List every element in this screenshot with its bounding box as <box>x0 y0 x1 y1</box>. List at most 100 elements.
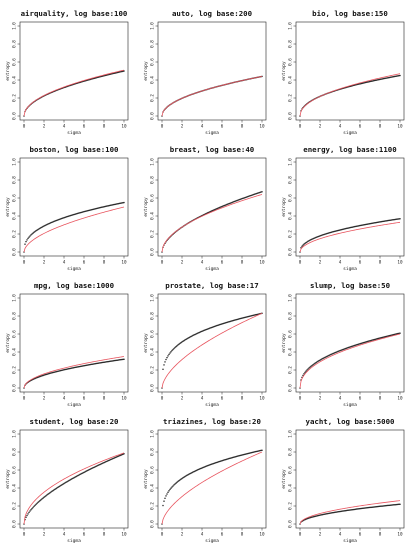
data-point <box>175 482 177 484</box>
y-tick-label: 1.0 <box>150 158 156 166</box>
x-tick-label: 10 <box>121 532 127 538</box>
y-axis-label: entropy <box>5 197 11 217</box>
data-point <box>176 481 178 483</box>
y-tick-label: 0.8 <box>150 448 156 456</box>
y-tick-label: 0.2 <box>288 94 294 102</box>
panel-title: student, log base:20 <box>30 417 119 426</box>
y-axis-label: entropy <box>143 469 149 489</box>
data-point <box>28 511 30 514</box>
x-tick-label: 10 <box>397 260 403 266</box>
data-point <box>31 507 33 510</box>
reference-curve <box>161 76 263 117</box>
x-tick-label: 4 <box>201 260 204 266</box>
y-tick-label: 1.0 <box>12 294 18 302</box>
x-tick-label: 0 <box>23 396 26 402</box>
reference-curve <box>161 451 263 525</box>
x-tick-label: 4 <box>63 396 66 402</box>
x-tick-label: 4 <box>339 260 342 266</box>
y-tick-label: 1.0 <box>288 158 294 166</box>
x-tick-label: 10 <box>121 260 127 266</box>
y-tick-label: 0.0 <box>288 384 294 392</box>
x-tick-label: 0 <box>161 396 164 402</box>
x-tick-label: 0 <box>161 124 164 130</box>
data-point <box>173 484 175 486</box>
y-tick-label: 0.8 <box>288 448 294 456</box>
y-tick-label: 0.8 <box>12 312 18 320</box>
y-tick-label: 0.4 <box>12 484 18 492</box>
y-axis-label: entropy <box>281 61 287 81</box>
x-tick-label: 8 <box>241 396 244 402</box>
y-tick-label: 0.6 <box>12 58 18 66</box>
x-tick-label: 6 <box>359 260 362 266</box>
data-point <box>310 365 312 368</box>
panel-3: boston, log base:100 0 2 4 6 8 10 0.0 0.2 0.4 0.6 0… <box>5 145 129 272</box>
panel-title: triazines, log base:20 <box>163 417 261 426</box>
x-tick-label: 2 <box>319 532 322 538</box>
data-point <box>29 510 31 512</box>
y-tick-label: 1.0 <box>12 22 18 30</box>
x-tick-label: 10 <box>259 260 265 266</box>
x-tick-label: 10 <box>397 532 403 538</box>
y-tick-label: 0.4 <box>150 212 156 220</box>
reference-curve <box>23 206 125 253</box>
y-tick-label: 0.4 <box>288 212 294 220</box>
data-point <box>162 368 164 370</box>
x-tick-label: 8 <box>103 124 106 130</box>
x-tick-label: 2 <box>181 260 184 266</box>
x-tick-label: 6 <box>359 532 362 538</box>
y-tick-label: 0.4 <box>12 348 18 356</box>
y-tick-label: 0.0 <box>12 520 18 528</box>
data-point <box>38 500 40 503</box>
data-point <box>171 486 173 488</box>
x-axis-label: sigma <box>67 538 81 544</box>
panel-title: boston, log base:100 <box>30 145 119 154</box>
data-point <box>162 504 164 507</box>
data-point <box>31 233 33 235</box>
data-point <box>36 502 38 505</box>
x-axis-label: sigma <box>343 130 357 136</box>
x-tick-label: 6 <box>221 532 224 538</box>
plot-frame <box>295 157 405 257</box>
data-point <box>35 503 37 506</box>
x-tick-label: 4 <box>201 396 204 402</box>
data-point <box>174 346 176 349</box>
data-point <box>399 332 401 334</box>
x-tick-label: 0 <box>299 124 302 130</box>
x-tick-label: 6 <box>221 396 224 402</box>
y-tick-label: 0.2 <box>288 502 294 510</box>
y-tick-label: 0.2 <box>12 230 18 238</box>
data-point <box>32 506 34 509</box>
y-tick-label: 0.0 <box>12 248 18 256</box>
x-tick-label: 2 <box>319 260 322 266</box>
y-tick-label: 0.6 <box>150 194 156 202</box>
x-tick-label: 8 <box>379 124 382 130</box>
data-point <box>163 364 165 366</box>
y-axis-label: entropy <box>281 333 287 353</box>
x-tick-label: 0 <box>23 532 26 538</box>
data-point <box>399 74 401 77</box>
x-tick-label: 10 <box>121 124 127 130</box>
y-tick-label: 0.4 <box>150 348 156 356</box>
data-point <box>163 500 165 502</box>
y-tick-label: 0.0 <box>288 248 294 256</box>
panel-1: auto, log base:200 0 2 4 6 8 10 0.0 0.2 0.4 0.6 0.8… <box>143 9 267 136</box>
y-axis-label: entropy <box>143 61 149 81</box>
data-point <box>165 358 167 361</box>
x-tick-label: 6 <box>221 260 224 266</box>
x-tick-label: 8 <box>103 260 106 266</box>
y-axis-label: entropy <box>281 197 287 217</box>
data-point <box>25 240 27 243</box>
y-tick-label: 0.4 <box>150 484 156 492</box>
y-tick-label: 1.0 <box>288 294 294 302</box>
reference-curve <box>23 69 125 117</box>
panel-7: prostate, log base:17 0 2 4 6 8 10 0.0 0.2 0.4 0.6… <box>143 281 267 408</box>
x-tick-label: 2 <box>181 532 184 538</box>
y-tick-label: 0.0 <box>288 520 294 528</box>
data-point <box>309 366 311 368</box>
data-point <box>170 350 172 353</box>
data-point <box>172 348 174 351</box>
data-point <box>174 483 176 485</box>
plot-frame <box>19 21 129 121</box>
y-tick-label: 0.0 <box>150 520 156 528</box>
x-tick-label: 6 <box>359 396 362 402</box>
